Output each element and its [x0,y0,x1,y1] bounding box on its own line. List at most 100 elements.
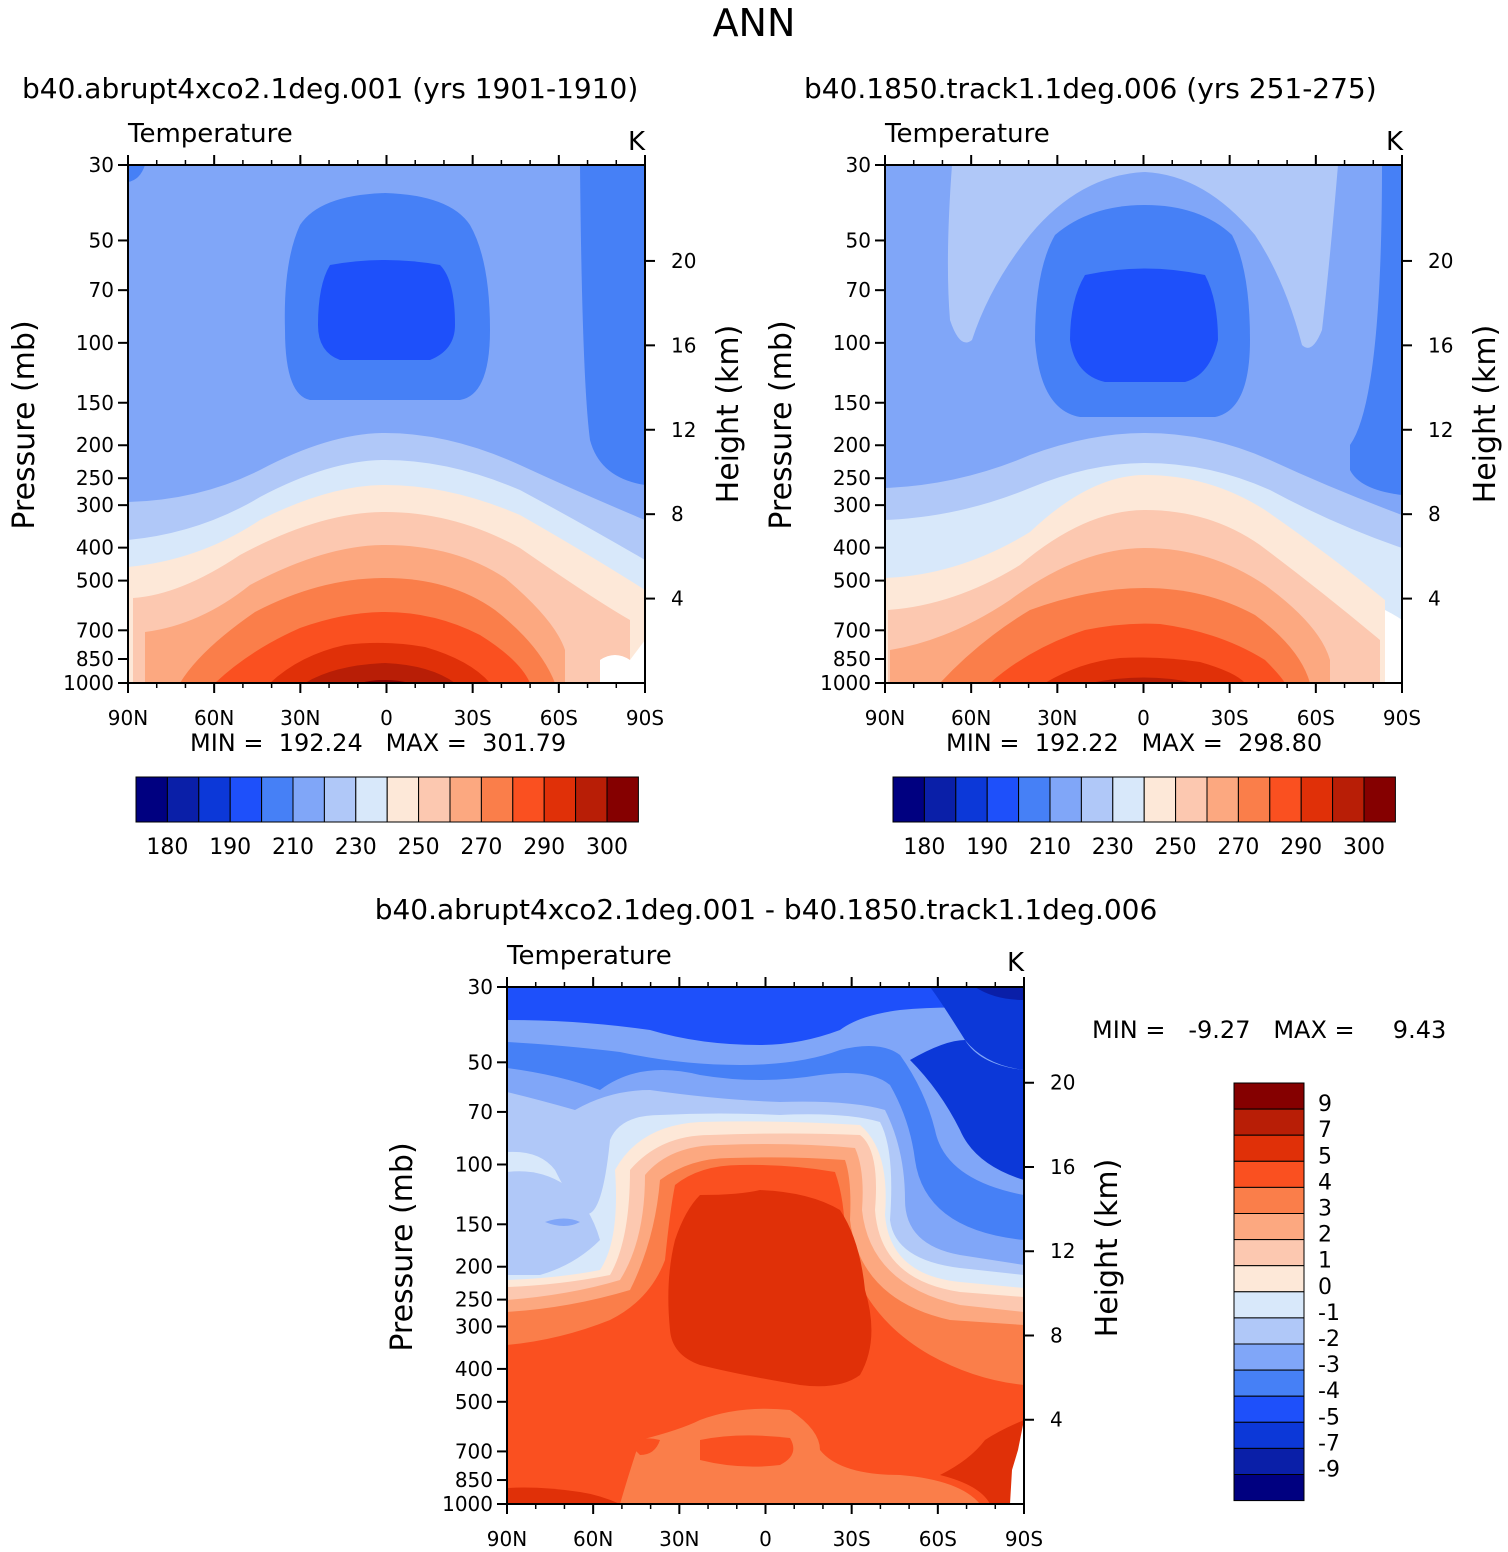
panel-3-subtitle: Temperature [506,941,672,971]
panel-3-field [507,987,1024,1504]
panel-1-stats: MIN = 192.24 MAX = 301.79 [190,729,567,757]
lat-tick-label: 60S [1297,706,1335,730]
lat-tick-label: 60N [573,1527,613,1551]
colorbar-label: 300 [1343,835,1385,860]
lat-tick-label: 0 [1137,706,1150,730]
colorbar-box [1233,1082,1305,1110]
lat-tick-label: 60N [194,706,234,730]
colorbar-box [1206,776,1239,823]
pressure-tick-label: 200 [833,433,871,457]
pressure-tick-label: 700 [455,1439,493,1463]
lat-tick-label: 30N [659,1527,699,1551]
lat-tick-label: 30S [1211,706,1249,730]
pressure-tick-label: 100 [455,1153,493,1177]
height-tick-label: 12 [671,418,696,442]
colorbar-box [1300,776,1334,823]
colorbar-box [1233,1160,1305,1188]
panel-1-field [128,165,645,683]
pressure-tick-label: 300 [76,493,114,517]
colorbar-box [135,776,168,823]
height-tick-label: 4 [1050,1408,1063,1432]
colorbar-label: -9 [1318,1458,1340,1483]
colorbar-box [1112,776,1145,823]
height-tick-label: 12 [1428,418,1453,442]
colorbar-box [355,776,388,823]
colorbar-label: -7 [1318,1431,1340,1456]
colorbar-label: 270 [460,835,502,860]
colorbar-box [386,776,420,823]
height-tick-label: 8 [1428,502,1441,526]
colorbar-box [1237,776,1271,823]
colorbar-box [986,776,1020,823]
pressure-tick-label: 70 [846,278,871,302]
panel-1-colorbar: 180 190 210 230 250 270 290 300 [135,776,639,860]
panel-1-subtitle: Temperature [127,119,293,149]
height-tick-label: 16 [1428,333,1453,357]
colorbar-box [261,776,294,823]
colorbar-label: -5 [1318,1405,1340,1430]
colorbar-box [1233,1186,1305,1215]
pressure-tick-label: 50 [89,228,114,252]
colorbar-label: 190 [209,835,251,860]
height-tick-label: 4 [671,587,684,611]
panel-1-ylabel-right: Height (km) [711,325,746,504]
colorbar-label: 290 [523,835,565,860]
pressure-tick-label: 400 [76,536,114,560]
colorbar-label: 290 [1280,835,1322,860]
colorbar-box [1233,1291,1305,1319]
pressure-tick-label: 150 [833,391,871,415]
lat-tick-label: 60S [919,1527,957,1551]
pressure-tick-label: 200 [455,1255,493,1279]
colorbar-box [892,776,925,823]
colorbar-box [1233,1343,1305,1371]
colorbar-label: 180 [146,835,188,860]
pressure-tick-label: 300 [833,493,871,517]
colorbar-label: -3 [1318,1353,1340,1378]
colorbar-label: 180 [903,835,945,860]
panel-3-ylabel-right: Height (km) [1090,1159,1125,1338]
colorbar-box [198,776,231,823]
height-tick-label: 8 [1050,1323,1063,1347]
colorbar-label: 2 [1318,1223,1332,1248]
pressure-tick-label: 70 [468,1100,493,1124]
pressure-tick-label: 850 [76,647,114,671]
colorbar-box [1233,1265,1305,1293]
panel-1-title: b40.abrupt4xco2.1deg.001 (yrs 1901-1910) [22,72,639,105]
pressure-tick-label: 100 [833,331,871,355]
colorbar-box [1332,776,1365,823]
colorbar-box [1233,1134,1305,1162]
pressure-tick-label: 500 [833,569,871,593]
colorbar-box [1269,776,1302,823]
pressure-tick-label: 250 [833,466,871,490]
colorbar-box [166,776,200,823]
height-tick-label: 20 [1050,1071,1075,1095]
panel-1-ylabel: Pressure (mb) [7,320,42,529]
lat-tick-label: 60N [951,706,991,730]
pressure-tick-label: 300 [455,1314,493,1338]
colorbar-box [1080,776,1114,823]
colorbar-label: 230 [335,835,377,860]
colorbar-box [1233,1369,1305,1397]
pressure-tick-label: 1000 [442,1492,493,1516]
height-tick-label: 16 [671,333,696,357]
panel-2-ylabel-right: Height (km) [1468,325,1503,504]
pressure-tick-label: 500 [455,1390,493,1414]
pressure-tick-label: 30 [89,153,114,177]
pressure-tick-label: 850 [455,1468,493,1492]
colorbar-box [449,776,482,823]
colorbar-box [1233,1108,1305,1136]
lat-tick-label: 30S [833,1527,871,1551]
pressure-tick-label: 400 [455,1357,493,1381]
colorbar-box [1049,776,1082,823]
colorbar-label: 7 [1318,1118,1332,1143]
pressure-tick-label: 700 [76,618,114,642]
colorbar-label: 270 [1217,835,1259,860]
panel-2-title: b40.1850.track1.1deg.006 (yrs 251-275) [804,72,1377,105]
lat-tick-label: 90S [626,706,664,730]
colorbar-label: 250 [1155,835,1197,860]
lat-tick-label: 90S [1005,1527,1043,1551]
pressure-tick-label: 250 [455,1288,493,1312]
colorbar-box [323,776,357,823]
